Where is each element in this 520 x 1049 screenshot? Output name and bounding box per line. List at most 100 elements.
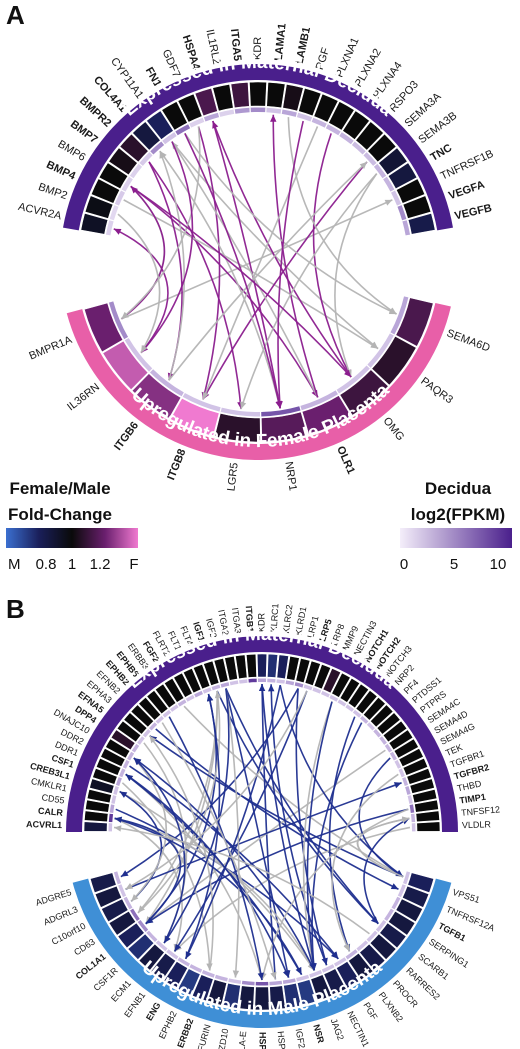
fold-change-segment [95,757,122,776]
fpkm-legend-title-line2: log2(FPKM) [411,505,505,524]
fpkm-segment [329,694,339,702]
fold-change-segment [222,982,241,1009]
gene-label: EFNB1 [122,990,147,1019]
fold-change-segment [214,413,261,443]
fpkm-segment [276,679,285,684]
fold-change-segment [102,340,149,391]
fold-change-segment [335,960,361,989]
gene-label: NSR [311,1023,326,1044]
fold-change-segment [163,960,189,989]
link-arrowhead [344,369,352,378]
decidua-outer-arc [63,64,453,231]
fpkm-segment [333,957,347,967]
fc-legend-title-line2: Fold-Change [8,505,112,524]
fc-color-bar [6,528,138,548]
fold-change-segment [83,821,108,832]
interaction-link [148,735,214,971]
fpkm-segment [185,694,195,702]
fpkm-segment [214,974,228,982]
link-arrowhead [232,970,240,978]
link-arrowhead [388,308,397,315]
link-arrowhead [141,345,148,353]
fold-change-segment [359,943,386,971]
interaction-link [120,688,299,878]
fold-change-segment [191,974,214,1002]
fold-change-segment [376,712,401,735]
interaction-link [171,141,379,350]
link-arrowhead [164,935,171,944]
fpkm-segment [390,190,402,206]
fold-change-segment [395,297,434,347]
interaction-link [225,688,379,925]
fold-change-segment [194,87,218,117]
fpkm-segment [267,678,276,683]
gene-label: FZD10 [216,1028,231,1049]
fpkm-segment [220,407,261,417]
fc-tick-label: 0.8 [36,556,57,573]
fold-change-segment [342,110,370,140]
gene-label: KDR [252,37,264,60]
fc-tick-label: F [129,556,138,573]
interaction-link [306,701,333,971]
fpkm-tick-label: 5 [450,556,458,573]
fold-change-segment [369,933,397,961]
fpkm-segment [390,296,409,335]
fpkm-segment [389,751,397,761]
interaction-link [212,120,352,378]
link-arrowhead [282,969,289,978]
fold-change-segment [266,81,286,109]
fpkm-segment [162,709,172,718]
fpkm-color-bar [400,528,512,548]
fpkm-segment [250,107,266,113]
gene-label: ITGA5 [228,28,243,61]
gene-label: EPHB2 [157,1010,179,1041]
interaction-link [130,185,352,378]
link-arrowhead [131,894,139,902]
fpkm-segment [148,722,158,731]
fpkm-tick-label: 10 [490,556,507,573]
fold-change-segment [131,373,182,419]
gene-label: VPS51 [451,887,481,905]
gene-label: ITGB8 [165,447,188,482]
interaction-link [148,161,242,410]
fpkm-segment [182,392,221,412]
fpkm-segment [337,699,347,707]
fpkm-segment [155,940,168,952]
panel-a: A ACVR2ABMP2BMP4BMP6BMP7BMPR2COL4A1CYP11… [6,0,495,492]
fpkm-segment [321,690,330,698]
fpkm-segment [303,684,313,691]
interaction-link [121,199,393,320]
fpkm-segment [109,205,119,221]
fold-change-segment [154,683,177,709]
fold-change-segment [367,133,397,163]
fpkm-segment [363,152,377,166]
interaction-link [331,773,399,952]
fold-change-segment [295,657,311,684]
gene-label: ITGB6 [112,420,141,453]
gene-label: CALR [38,806,64,818]
fold-change-segment [192,663,211,690]
interaction-link [277,120,304,409]
interaction-link [161,722,277,980]
fpkm-segment [219,109,235,117]
links-panel-a [113,114,397,410]
gene-label: ITGA2 [216,609,231,636]
fpkm-segment [356,940,369,952]
fold-change-segment [212,83,234,112]
fold-change-segment [304,660,321,686]
fpkm-segment [402,777,409,786]
fpkm-legend-title-line1: Decidua [425,479,492,498]
fold-change-segment [313,663,332,690]
fpkm-segment [296,974,310,982]
links-panel-b [113,683,411,981]
fold-change-segment [369,704,394,728]
link-arrowhead [202,391,209,400]
link-arrowhead [114,816,123,823]
fpkm-segment [321,964,335,973]
fpkm-segment [398,768,405,778]
fold-change-segment [177,968,201,996]
link-arrowhead [401,816,410,823]
interaction-link [225,688,290,978]
fpkm-segment [131,743,140,753]
fpkm-segment [325,124,341,136]
